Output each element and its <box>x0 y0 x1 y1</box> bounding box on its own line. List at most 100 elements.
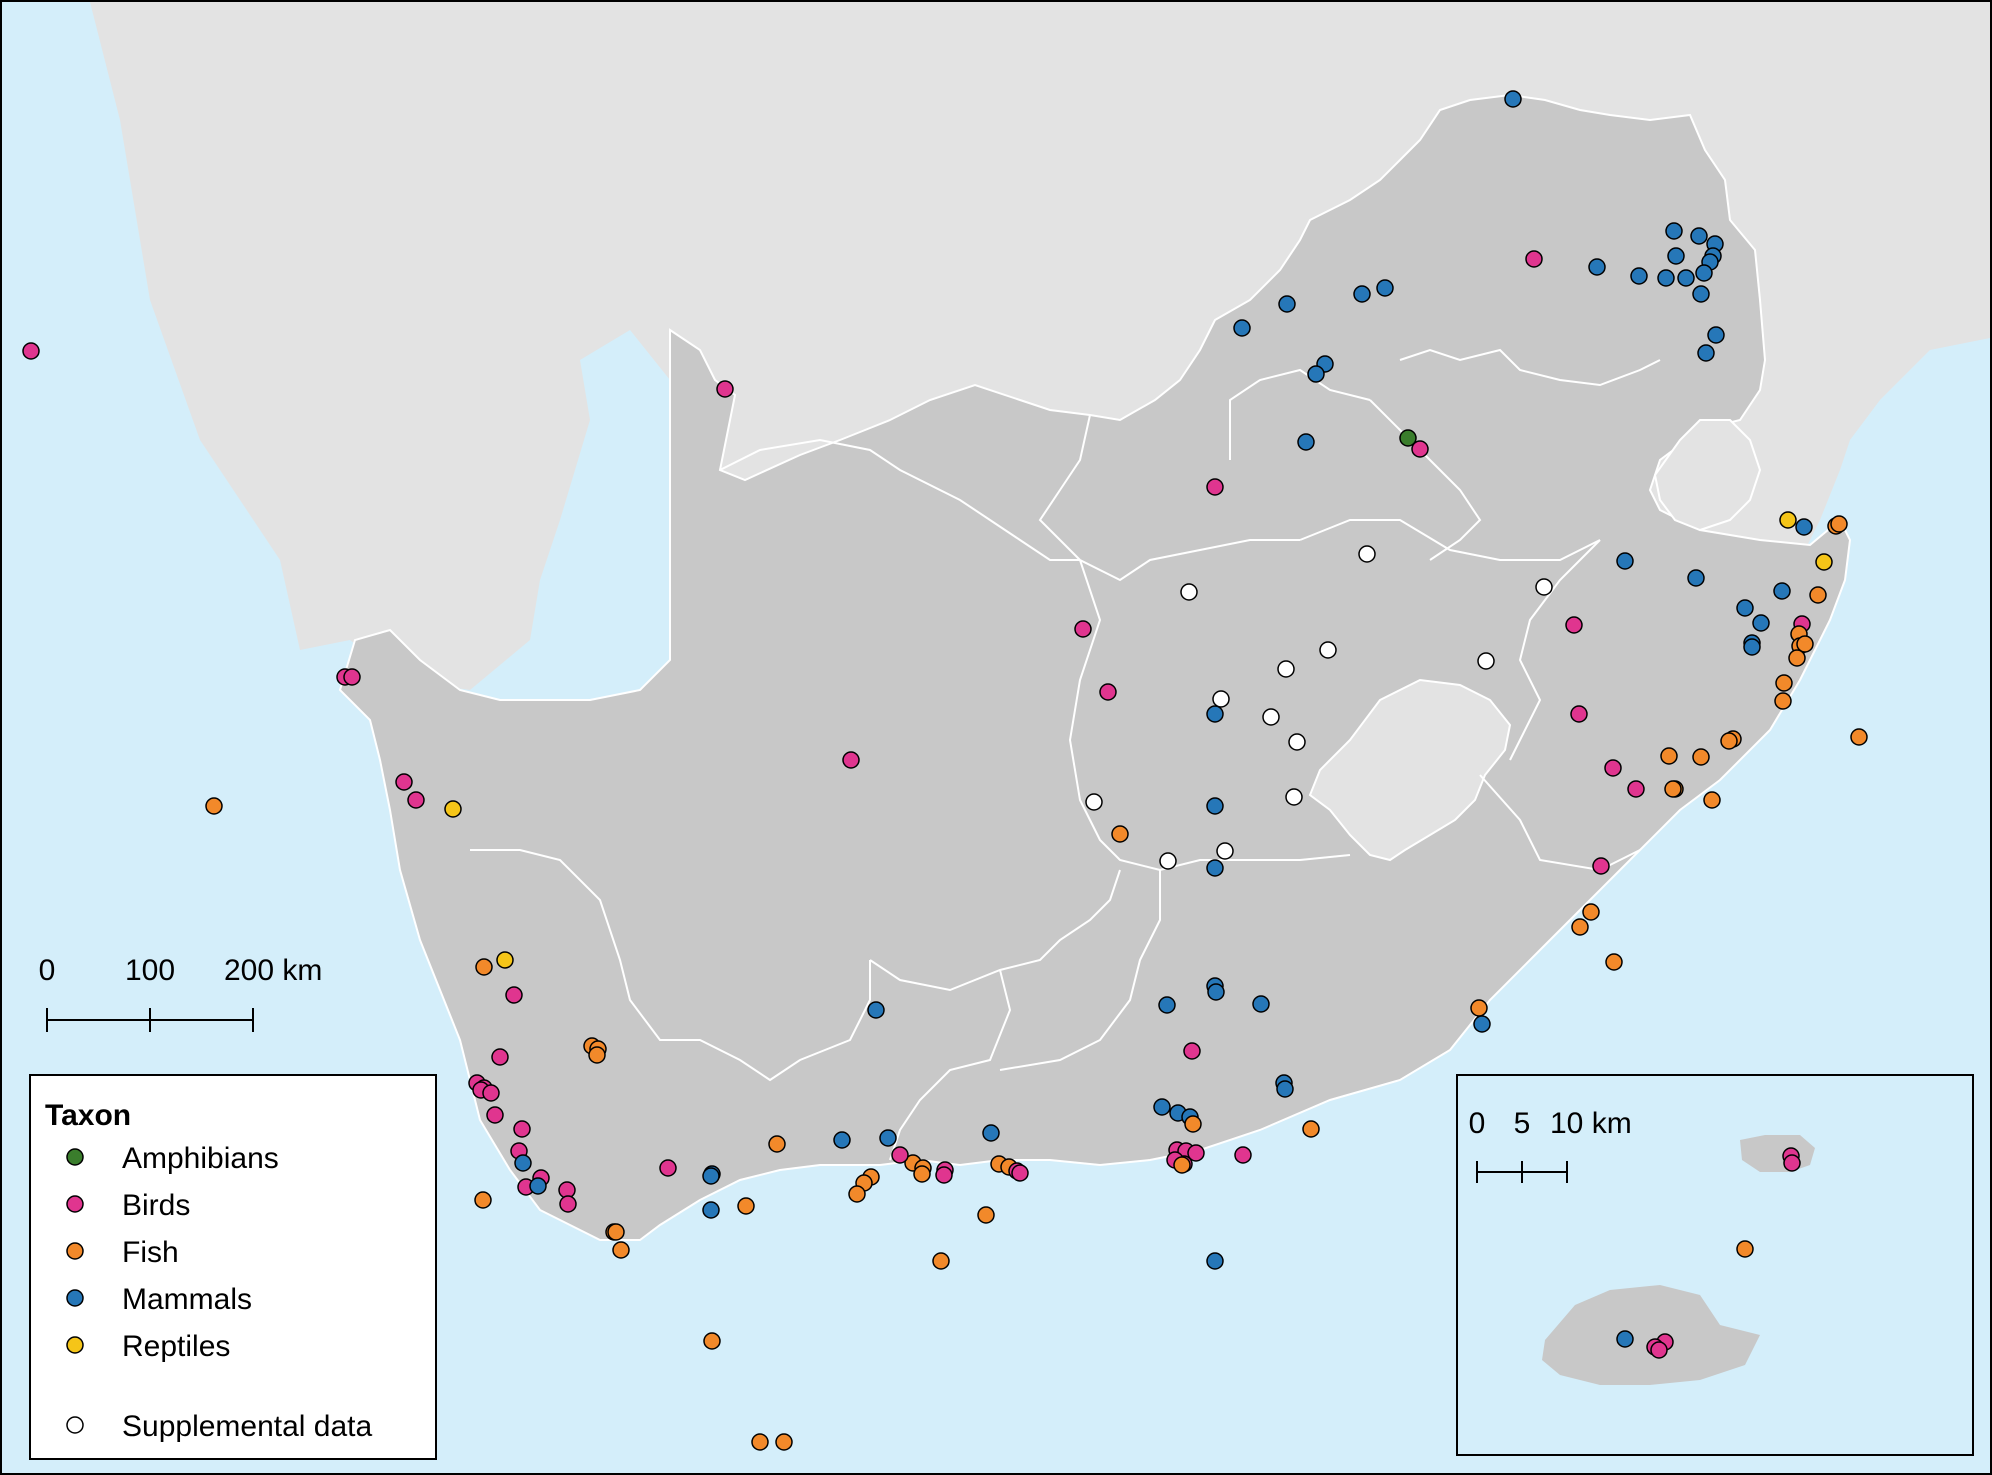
supplemental-occurrence-point <box>1358 545 1376 563</box>
fish-occurrence-point <box>751 1433 769 1451</box>
mammal-occurrence-point <box>1616 552 1634 570</box>
supplemental-occurrence-point <box>1535 578 1553 596</box>
fish-occurrence-point <box>1470 999 1488 1017</box>
legend: Taxon Amphibians Birds Fish Mammals Rept… <box>29 1074 437 1460</box>
fish-occurrence-point <box>612 1241 630 1259</box>
inset-map: 0 5 10 km <box>1456 1074 1974 1456</box>
bird-occurrence-point <box>842 751 860 769</box>
fish-occurrence-point <box>1660 747 1678 765</box>
supplemental-occurrence-point <box>1159 852 1177 870</box>
mammal-occurrence-point <box>514 1154 532 1172</box>
mammal-occurrence-point <box>1736 599 1754 617</box>
supplemental-occurrence-point <box>1216 842 1234 860</box>
bird-occurrence-point <box>486 1106 504 1124</box>
mammal-occurrence-point <box>1252 995 1270 1013</box>
bird-occurrence-point <box>1183 1042 1201 1060</box>
mammal-occurrence-point <box>1677 269 1695 287</box>
supplemental-occurrence-point <box>1277 660 1295 678</box>
fish-occurrence-point <box>703 1332 721 1350</box>
bird-occurrence-point <box>1099 683 1117 701</box>
supplemental-occurrence-point <box>1288 733 1306 751</box>
mammal-occurrence-point <box>1353 285 1371 303</box>
inset-scale-label-5: 5 <box>1514 1107 1531 1140</box>
mammal-occurrence-point <box>1207 983 1225 1001</box>
mammal-occurrence-point <box>1795 518 1813 536</box>
mammal-occurrence-point <box>1473 1015 1491 1033</box>
bird-occurrence-point <box>1592 857 1610 875</box>
fish-occurrence-point <box>475 958 493 976</box>
fish-occurrence-point <box>737 1197 755 1215</box>
mammal-occurrence-point <box>1206 859 1224 877</box>
bird-occurrence-point <box>395 773 413 791</box>
mammal-occurrence-point <box>879 1129 897 1147</box>
mammal-occurrence-point <box>1773 582 1791 600</box>
legend-swatch-fish <box>66 1242 84 1260</box>
bird-occurrence-point <box>1411 440 1429 458</box>
bird-occurrence-point <box>22 342 40 360</box>
fish-occurrence-point <box>588 1046 606 1064</box>
reptile-occurrence-point <box>444 800 462 818</box>
mammal-occurrence-point <box>1278 295 1296 313</box>
bird-occurrence-point <box>1074 620 1092 638</box>
fish-occurrence-point <box>1720 732 1738 750</box>
bird-occurrence-point <box>1187 1144 1205 1162</box>
legend-title: Taxon <box>45 1099 131 1132</box>
fish-occurrence-point <box>1692 748 1710 766</box>
inset-island-large <box>1542 1285 1760 1385</box>
bird-occurrence-point <box>891 1146 909 1164</box>
supplemental-occurrence-point <box>1212 690 1230 708</box>
fish-occurrence-point <box>1184 1115 1202 1133</box>
reptile-occurrence-point <box>496 951 514 969</box>
mammal-occurrence-point <box>982 1124 1000 1142</box>
legend-label-birds: Birds <box>122 1189 190 1222</box>
fish-occurrence-point <box>1582 903 1600 921</box>
mammal-occurrence-point <box>1743 638 1761 656</box>
fish-occurrence-point <box>1664 780 1682 798</box>
inset-scale-label-0: 0 <box>1469 1107 1486 1140</box>
mammal-occurrence-point <box>867 1001 885 1019</box>
supplemental-occurrence-point <box>1319 641 1337 659</box>
fish-occurrence-point <box>1774 692 1792 710</box>
fish-occurrence-point <box>1850 728 1868 746</box>
mammal-occurrence-point <box>1657 269 1675 287</box>
bird-occurrence-point <box>343 668 361 686</box>
supplemental-occurrence-point <box>1285 788 1303 806</box>
amphibian-occurrence-point <box>1399 429 1417 447</box>
legend-label-fish: Fish <box>122 1236 179 1269</box>
mammal-occurrence-point <box>1665 222 1683 240</box>
occurrence-points <box>22 90 1868 1451</box>
bird-occurrence-point <box>659 1159 677 1177</box>
main-scale-label-100: 100 <box>125 954 175 987</box>
bird-occurrence-point <box>716 380 734 398</box>
supplemental-occurrence-point <box>1085 793 1103 811</box>
main-scale-label-200: 200 km <box>224 954 322 987</box>
fish-occurrence-point <box>1796 635 1814 653</box>
mammal-occurrence-point <box>1206 797 1224 815</box>
reptile-occurrence-point <box>1815 553 1833 571</box>
legend-swatch-supplemental <box>66 1416 84 1434</box>
fish-occurrence-point <box>1736 1240 1754 1258</box>
bird-occurrence-point <box>513 1120 531 1138</box>
legend-swatch-reptiles <box>66 1336 84 1354</box>
mammal-occurrence-point <box>1588 258 1606 276</box>
mammal-occurrence-point <box>1307 365 1325 383</box>
swaziland <box>1653 419 1762 532</box>
mammal-occurrence-point <box>1692 285 1710 303</box>
bird-occurrence-point <box>1525 250 1543 268</box>
bird-occurrence-point <box>1650 1341 1668 1359</box>
legend-swatch-amphibians <box>66 1148 84 1166</box>
fish-occurrence-point <box>932 1252 950 1270</box>
legend-swatch-birds <box>66 1195 84 1213</box>
legend-swatch-mammals <box>66 1289 84 1307</box>
mammal-occurrence-point <box>702 1201 720 1219</box>
bird-occurrence-point <box>559 1195 577 1213</box>
supplemental-occurrence-point <box>1477 652 1495 670</box>
lesotho <box>1308 678 1512 862</box>
mammal-occurrence-point <box>1276 1080 1294 1098</box>
fish-occurrence-point <box>1111 825 1129 843</box>
bird-occurrence-point <box>491 1048 509 1066</box>
mammal-occurrence-point <box>1707 326 1725 344</box>
mammal-occurrence-point <box>1504 90 1522 108</box>
